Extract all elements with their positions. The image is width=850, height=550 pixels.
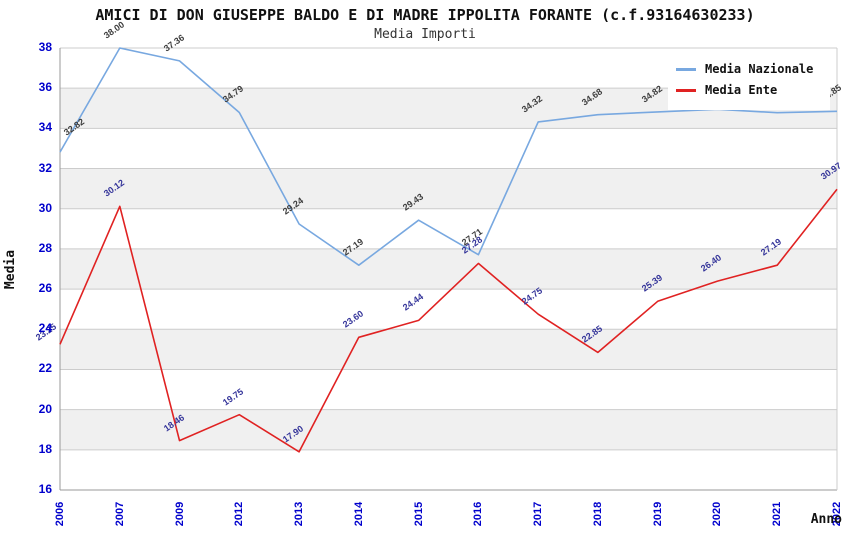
- legend-label: Media Nazionale: [705, 62, 814, 76]
- chart-title: AMICI DI DON GIUSEPPE BALDO E DI MADRE I…: [95, 6, 755, 24]
- y-tick-label: 28: [38, 240, 52, 255]
- band: [60, 369, 837, 410]
- y-tick-label: 36: [38, 80, 52, 95]
- x-tick-label: 2009: [173, 501, 186, 527]
- legend-item-media-nazionale: Media Nazionale: [676, 62, 826, 76]
- x-tick-label: 2018: [591, 501, 604, 527]
- band: [60, 168, 837, 209]
- x-tick-label: 2016: [472, 501, 485, 527]
- x-tick-label: 2006: [54, 501, 66, 527]
- band: [60, 289, 837, 330]
- x-tick-label: 2007: [113, 501, 126, 527]
- y-tick-label: 22: [38, 361, 52, 376]
- x-tick-label: 2015: [412, 501, 425, 527]
- x-axis-title: Anno: [810, 512, 842, 527]
- band: [60, 409, 837, 450]
- band: [60, 329, 837, 370]
- x-tick-label: 2014: [352, 501, 365, 527]
- band: [60, 449, 837, 490]
- band: [60, 128, 837, 169]
- y-tick-label: 26: [38, 281, 52, 296]
- x-tick-label: 2013: [293, 501, 306, 527]
- chart-subtitle: Media Importi: [374, 27, 476, 42]
- legend: Media Nazionale Media Ente: [668, 54, 830, 110]
- x-tick-label: 2012: [233, 501, 246, 527]
- y-tick-label: 32: [38, 160, 52, 175]
- y-tick-label: 34: [38, 120, 52, 135]
- media-ente-line: [59, 188, 838, 453]
- y-axis-title: Media: [3, 249, 19, 290]
- legend-item-media-ente: Media Ente: [676, 83, 826, 97]
- y-tick-label: 38: [38, 40, 52, 54]
- media-nazionale-swatch-icon: [676, 67, 696, 71]
- y-tick-label: 18: [38, 441, 52, 456]
- x-tick-label: 2021: [771, 501, 784, 527]
- y-tick-label: 24: [38, 321, 52, 336]
- y-tick-label: 30: [38, 200, 52, 215]
- y-tick-label: 20: [38, 401, 52, 416]
- legend-label: Media Ente: [705, 83, 778, 97]
- x-tick-label: 2017: [532, 501, 545, 527]
- band: [60, 208, 837, 249]
- x-tick-label: 2020: [711, 501, 724, 527]
- x-tick-label: 2019: [651, 501, 664, 527]
- media-ente-swatch-icon: [676, 88, 696, 92]
- band: [60, 248, 837, 290]
- y-tick-label: 16: [38, 482, 52, 496]
